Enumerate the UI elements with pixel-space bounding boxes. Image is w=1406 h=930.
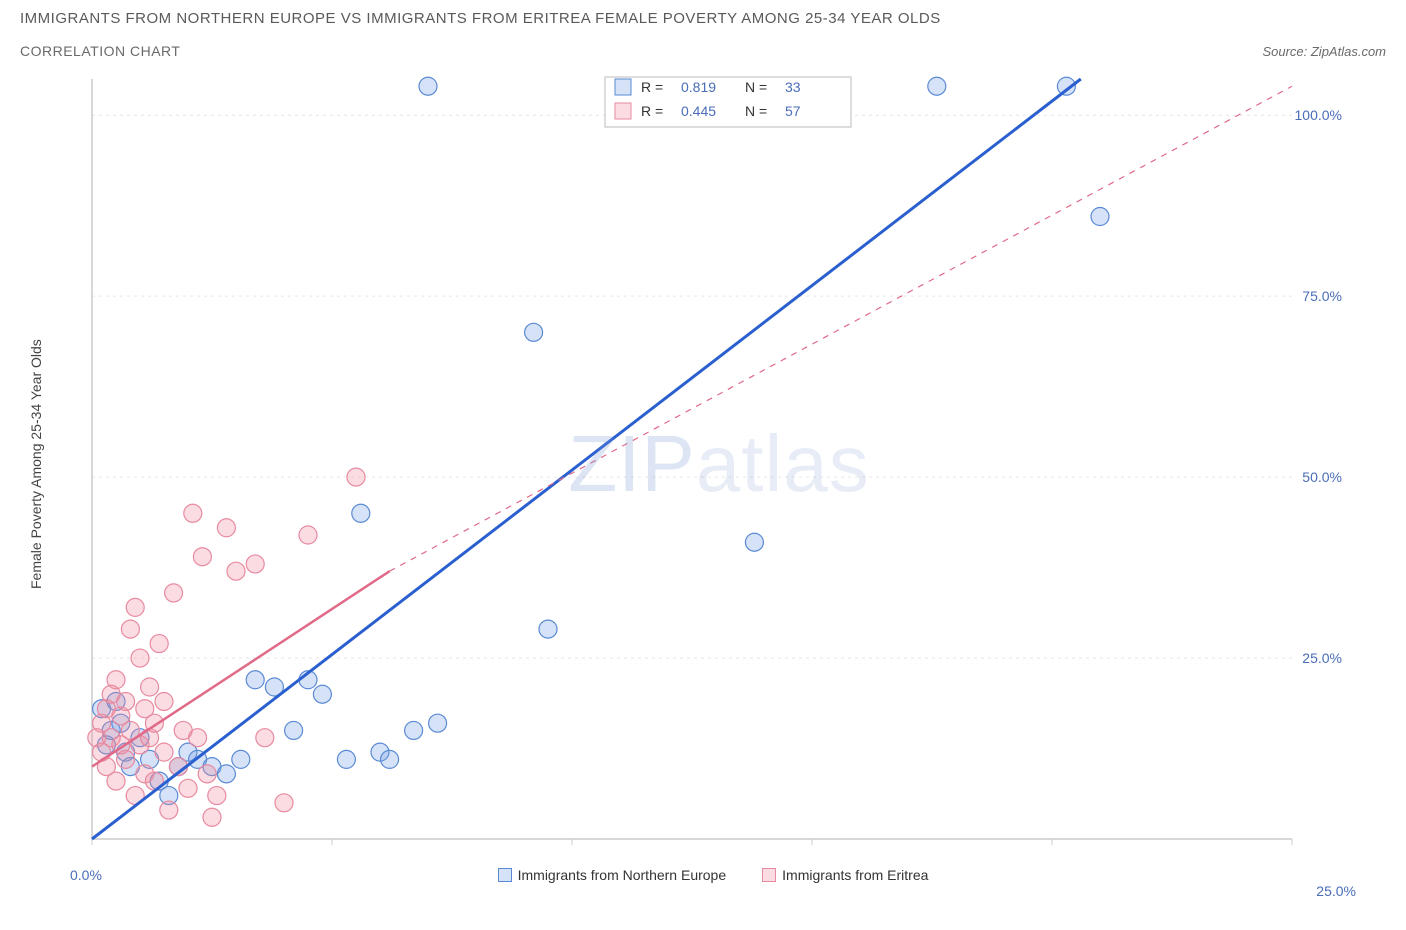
- subtitle-row: CORRELATION CHART Source: ZipAtlas.com: [20, 43, 1386, 59]
- data-point: [246, 555, 264, 573]
- chart-subtitle: CORRELATION CHART: [20, 43, 180, 59]
- scatter-chart: 25.0% 50.0% 75.0% 100.0% R = 0.819 N = 33 R = 0.4…: [52, 69, 1352, 859]
- data-point: [155, 692, 173, 710]
- data-point: [179, 779, 197, 797]
- data-point: [165, 584, 183, 602]
- data-point: [193, 548, 211, 566]
- data-point: [745, 533, 763, 551]
- chart-title: IMMIGRANTS FROM NORTHERN EUROPE VS IMMIG…: [20, 10, 1386, 27]
- x-tick-max: 25.0%: [1316, 883, 1356, 899]
- legend-swatch: [762, 868, 776, 882]
- data-point: [189, 729, 207, 747]
- svg-text:75.0%: 75.0%: [1302, 288, 1342, 304]
- legend-swatch: [498, 868, 512, 882]
- fit-line: [92, 79, 1081, 839]
- data-point: [107, 772, 125, 790]
- chart-wrap: Female Poverty Among 25-34 Year Olds 25.…: [20, 69, 1386, 859]
- data-point: [141, 678, 159, 696]
- svg-text:33: 33: [785, 79, 801, 95]
- svg-text:100.0%: 100.0%: [1295, 107, 1342, 123]
- data-point: [275, 794, 293, 812]
- data-point: [126, 598, 144, 616]
- data-point: [337, 750, 355, 768]
- data-point: [299, 526, 317, 544]
- svg-text:R =: R =: [641, 103, 663, 119]
- data-point: [217, 765, 235, 783]
- svg-text:0.819: 0.819: [681, 79, 716, 95]
- data-point: [217, 519, 235, 537]
- data-point: [227, 562, 245, 580]
- data-point: [429, 714, 447, 732]
- svg-text:57: 57: [785, 103, 801, 119]
- data-point: [352, 504, 370, 522]
- data-point: [539, 620, 557, 638]
- data-point: [184, 504, 202, 522]
- bottom-legend: Immigrants from Northern Europe Immigrant…: [70, 867, 1356, 883]
- data-point: [198, 765, 216, 783]
- data-point: [160, 801, 178, 819]
- data-point: [525, 323, 543, 341]
- legend-item: Immigrants from Northern Europe: [498, 867, 727, 883]
- svg-text:25.0%: 25.0%: [1302, 650, 1342, 666]
- svg-text:N =: N =: [745, 79, 767, 95]
- data-point: [232, 750, 250, 768]
- data-point: [1091, 208, 1109, 226]
- svg-text:50.0%: 50.0%: [1302, 469, 1342, 485]
- svg-text:N =: N =: [745, 103, 767, 119]
- data-point: [256, 729, 274, 747]
- chart-area: 25.0% 50.0% 75.0% 100.0% R = 0.819 N = 33 R = 0.4…: [52, 69, 1386, 859]
- data-point: [381, 750, 399, 768]
- source-label: Source: ZipAtlas.com: [1262, 44, 1386, 59]
- data-point: [107, 671, 125, 689]
- data-point: [121, 620, 139, 638]
- svg-text:0.445: 0.445: [681, 103, 716, 119]
- legend-label: Immigrants from Northern Europe: [518, 867, 727, 883]
- data-point: [347, 468, 365, 486]
- data-point: [117, 692, 135, 710]
- data-point: [131, 649, 149, 667]
- data-point: [419, 77, 437, 95]
- data-point: [203, 808, 221, 826]
- y-axis-label: Female Poverty Among 25-34 Year Olds: [20, 69, 52, 859]
- data-point: [150, 635, 168, 653]
- data-point: [117, 750, 135, 768]
- data-point: [405, 721, 423, 739]
- legend-label: Immigrants from Eritrea: [782, 867, 928, 883]
- data-point: [928, 77, 946, 95]
- legend-item: Immigrants from Eritrea: [762, 867, 928, 883]
- svg-text:R =: R =: [641, 79, 663, 95]
- data-point: [313, 685, 331, 703]
- data-point: [285, 721, 303, 739]
- data-point: [246, 671, 264, 689]
- x-tick-min: 0.0%: [70, 867, 102, 883]
- data-point: [208, 787, 226, 805]
- data-point: [155, 743, 173, 761]
